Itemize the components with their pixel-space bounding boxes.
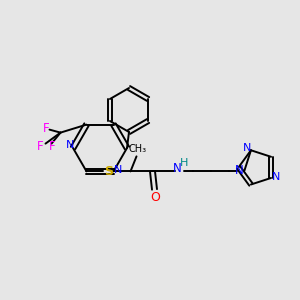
Text: F: F — [49, 140, 56, 153]
Text: N: N — [173, 162, 182, 175]
Text: N: N — [114, 165, 123, 176]
Text: N: N — [243, 143, 251, 153]
Text: F: F — [37, 140, 44, 153]
Text: CH₃: CH₃ — [128, 144, 147, 154]
Text: F: F — [43, 122, 50, 135]
Text: N: N — [235, 164, 244, 177]
Text: S: S — [104, 165, 113, 178]
Text: N: N — [272, 172, 280, 182]
Text: H: H — [180, 158, 189, 168]
Text: N: N — [66, 140, 74, 150]
Text: O: O — [151, 191, 160, 204]
